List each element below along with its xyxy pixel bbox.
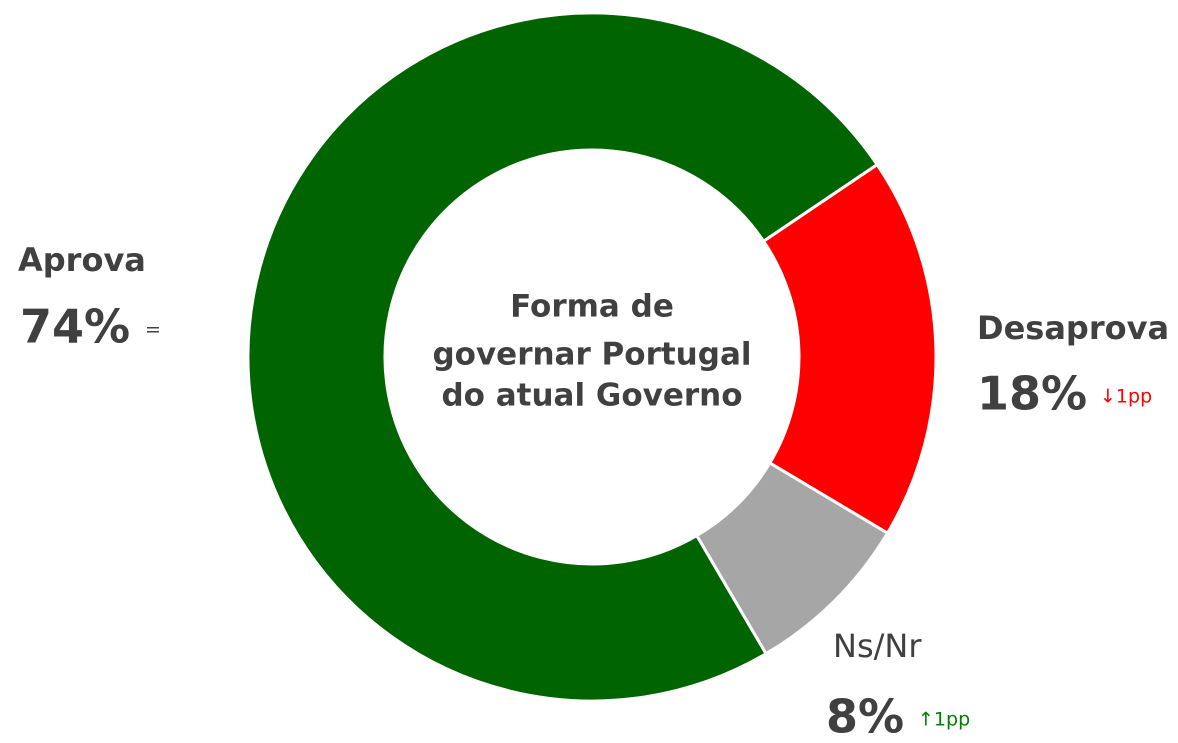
category-label: Desaprova xyxy=(977,309,1169,347)
category-label: Ns/Nr xyxy=(833,627,922,665)
donut-segment xyxy=(246,11,880,703)
change-label: ↓1pp xyxy=(1100,386,1152,408)
center-title: do atual Governo xyxy=(441,378,742,414)
center-title: Forma de xyxy=(510,289,674,325)
value-label: 8% xyxy=(826,690,904,743)
change-label: = xyxy=(145,319,161,341)
category-label: Aprova xyxy=(18,241,146,279)
change-label: ↑1pp xyxy=(918,709,970,731)
donut-segment xyxy=(761,162,938,536)
value-label: 74% xyxy=(20,300,130,354)
donut-segment xyxy=(694,460,890,656)
center-title: governar Portugal xyxy=(432,337,751,373)
value-label: 18% xyxy=(977,367,1087,421)
